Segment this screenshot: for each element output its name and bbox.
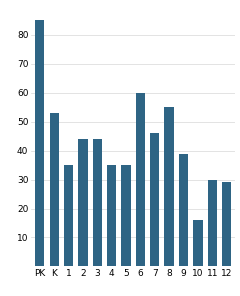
Bar <box>222 182 231 266</box>
Bar <box>78 139 88 266</box>
Bar <box>35 20 44 266</box>
Bar <box>64 165 73 266</box>
Bar <box>121 165 131 266</box>
Bar <box>49 113 59 266</box>
Bar <box>193 220 203 266</box>
Bar <box>136 93 145 266</box>
Bar <box>164 107 174 266</box>
Bar <box>208 180 217 266</box>
Bar <box>93 139 102 266</box>
Bar <box>107 165 116 266</box>
Bar <box>179 154 188 266</box>
Bar <box>150 133 159 266</box>
